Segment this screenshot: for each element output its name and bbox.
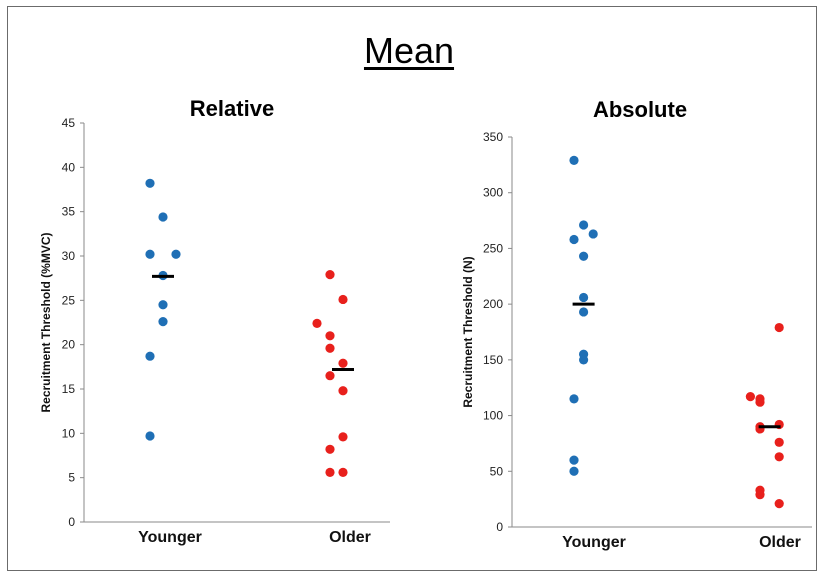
absolute-younger-point <box>579 292 589 303</box>
relative-older-point <box>338 358 348 368</box>
absolute-older-point <box>755 397 765 407</box>
absolute-older-point <box>774 437 784 447</box>
absolute-older-point <box>745 392 756 402</box>
absolute-plot-title: Absolute <box>593 97 687 122</box>
relative-younger-point <box>145 249 155 259</box>
absolute-marks <box>569 155 784 509</box>
absolute-axes: 0 50 100 150 200 250 300 350 Younger Older <box>483 130 812 551</box>
relative-older-point <box>312 318 322 328</box>
relative-younger-point <box>145 178 155 188</box>
absolute-y-tick-label: 0 <box>496 520 503 534</box>
relative-plot-title: Relative <box>190 96 274 121</box>
relative-older-point <box>325 371 335 381</box>
absolute-younger-point <box>569 155 579 165</box>
relative-y-tick-label: 30 <box>62 249 76 263</box>
relative-older-point <box>338 294 348 305</box>
relative-marks <box>145 178 354 477</box>
absolute-older-point <box>774 452 784 462</box>
absolute-younger-point <box>588 229 598 239</box>
absolute-younger-point <box>569 455 579 465</box>
absolute-younger-point <box>579 307 589 317</box>
absolute-y-tick-label: 100 <box>483 409 503 423</box>
relative-axes: 0 5 10 15 20 25 30 35 40 45 Younger Older <box>62 116 390 546</box>
figure-frame <box>7 6 817 571</box>
relative-older-point <box>325 444 335 454</box>
absolute-y-tick-label: 300 <box>483 186 503 200</box>
absolute-y-tick-label: 200 <box>483 297 503 311</box>
absolute-younger-point <box>569 394 579 404</box>
relative-y-tick-label: 5 <box>68 471 75 485</box>
relative-y-tick-label: 15 <box>62 382 76 396</box>
relative-y-tick-label: 45 <box>62 116 76 130</box>
relative-older-point <box>325 467 335 477</box>
absolute-older-point <box>774 499 784 509</box>
absolute-younger-point <box>579 220 589 230</box>
absolute-younger-point <box>569 466 579 476</box>
absolute-category-label: Younger <box>562 534 626 551</box>
relative-y-tick-label: 35 <box>62 205 76 219</box>
relative-older-point <box>325 331 335 341</box>
relative-y-tick-label: 10 <box>62 426 76 440</box>
relative-younger-point <box>158 300 168 310</box>
absolute-plot: Absolute Recruitment Threshold (N) 0 50 10… <box>461 97 812 551</box>
absolute-younger-point <box>569 234 579 245</box>
relative-y-tick-label: 0 <box>68 515 75 529</box>
figure-title: Mean <box>363 30 455 71</box>
relative-older-point <box>325 343 335 353</box>
relative-younger-point <box>171 249 181 259</box>
relative-plot: Relative Recruitment Threshold (%MVC) 0 5… <box>39 96 390 546</box>
relative-category-label: Younger <box>138 529 202 546</box>
relative-older-point <box>325 270 335 280</box>
absolute-y-tick-label: 350 <box>483 130 503 144</box>
absolute-older-point <box>755 490 765 500</box>
absolute-y-tick-label: 150 <box>483 353 503 367</box>
relative-y-tick-label: 25 <box>62 293 76 307</box>
relative-y-tick-label: 40 <box>62 160 76 174</box>
relative-category-label: Older <box>329 529 371 546</box>
relative-y-tick-label: 20 <box>62 338 76 352</box>
absolute-category-label: Older <box>759 534 801 551</box>
absolute-older-point <box>774 322 784 333</box>
absolute-y-tick-label: 50 <box>490 464 504 478</box>
relative-y-axis-label: Recruitment Threshold (%MVC) <box>39 232 53 412</box>
absolute-y-axis-label: Recruitment Threshold (N) <box>461 256 475 407</box>
relative-older-point <box>338 386 348 396</box>
relative-younger-point <box>158 317 168 327</box>
absolute-y-tick-label: 250 <box>483 241 503 255</box>
absolute-younger-point <box>579 251 589 261</box>
relative-older-point <box>338 432 348 442</box>
relative-younger-point <box>145 351 155 361</box>
relative-older-point <box>338 467 348 477</box>
absolute-younger-point <box>579 355 589 365</box>
relative-younger-point <box>158 212 168 222</box>
relative-younger-point <box>145 431 155 441</box>
